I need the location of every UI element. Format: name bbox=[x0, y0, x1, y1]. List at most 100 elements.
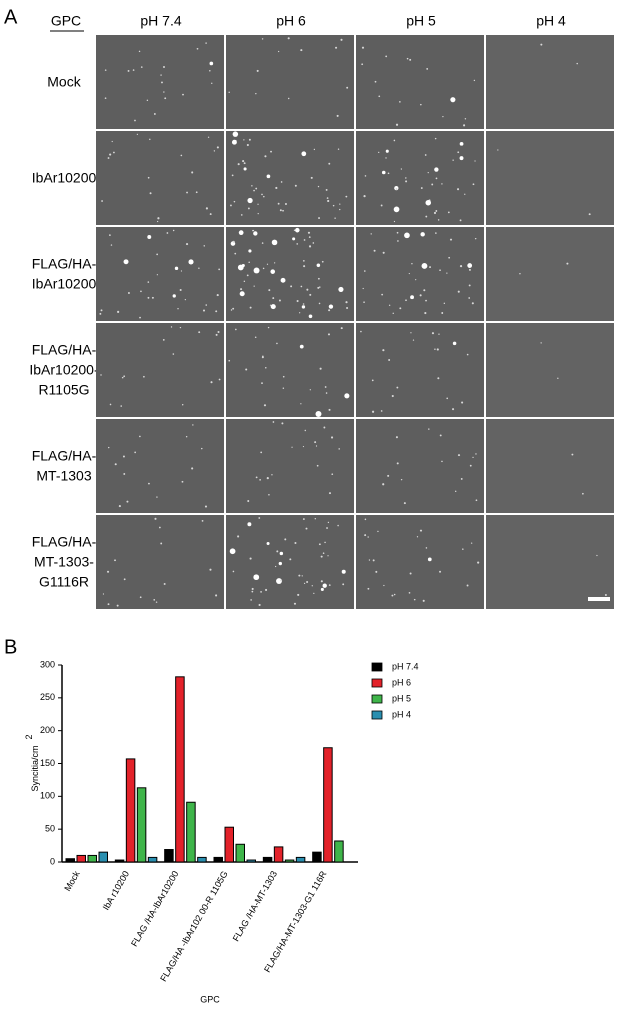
cell-speck bbox=[218, 268, 221, 271]
cell-speck bbox=[452, 159, 454, 161]
cell-speck bbox=[471, 302, 474, 305]
cell-speck bbox=[408, 591, 411, 594]
cell-speck bbox=[195, 191, 198, 194]
cell-speck bbox=[463, 124, 466, 127]
cell-speck bbox=[191, 171, 194, 174]
bar bbox=[213, 856, 223, 863]
cell-speck bbox=[425, 299, 427, 302]
row-label: FLAG/HA- bbox=[32, 534, 97, 550]
cell-speck bbox=[395, 123, 399, 126]
cell-speck bbox=[292, 237, 296, 241]
cell-speck bbox=[271, 474, 273, 476]
legend-label: pH 4 bbox=[392, 709, 411, 719]
cell-speck bbox=[229, 548, 236, 555]
cell-speck bbox=[340, 327, 343, 330]
cell-speck bbox=[464, 118, 467, 120]
cell-speck bbox=[434, 348, 436, 350]
cell-speck bbox=[596, 554, 598, 557]
cell-speck bbox=[470, 542, 473, 544]
cell-speck bbox=[309, 293, 312, 296]
micrograph bbox=[486, 35, 614, 129]
cell-speck bbox=[249, 557, 252, 560]
cell-speck bbox=[420, 187, 423, 189]
cell-speck bbox=[330, 436, 334, 439]
y-tick-label: 50 bbox=[45, 824, 55, 834]
cell-speck bbox=[280, 181, 283, 183]
cell-speck bbox=[257, 203, 259, 205]
cell-speck bbox=[392, 312, 394, 315]
cell-speck bbox=[139, 596, 142, 599]
cell-speck bbox=[117, 310, 120, 313]
cell-speck bbox=[163, 91, 165, 93]
cell-speck bbox=[446, 397, 449, 400]
cell-speck bbox=[313, 592, 315, 594]
cell-speck bbox=[139, 435, 141, 438]
cell-speck bbox=[393, 139, 396, 142]
cell-speck bbox=[138, 50, 141, 53]
cell-speck bbox=[317, 185, 320, 188]
cell-speck bbox=[123, 259, 129, 265]
cell-speck bbox=[120, 405, 123, 407]
cell-speck bbox=[253, 231, 258, 236]
cell-speck bbox=[278, 561, 283, 566]
cell-speck bbox=[287, 97, 290, 100]
cell-speck bbox=[218, 378, 221, 381]
cell-speck bbox=[303, 265, 306, 268]
cell-speck bbox=[360, 330, 362, 333]
cell-speck bbox=[272, 421, 275, 423]
cell-speck bbox=[253, 574, 260, 581]
cell-speck bbox=[272, 297, 275, 300]
cell-speck bbox=[213, 150, 216, 152]
cell-speck bbox=[284, 203, 287, 206]
y-axis-label-text: Syncitia/cm bbox=[30, 746, 40, 792]
cell-speck bbox=[307, 231, 311, 234]
cell-speck bbox=[423, 289, 426, 292]
cell-speck bbox=[147, 235, 152, 239]
cell-speck bbox=[318, 302, 321, 305]
micrograph bbox=[96, 227, 224, 321]
cell-speck bbox=[399, 101, 401, 103]
cell-speck bbox=[211, 82, 213, 84]
cell-speck bbox=[400, 168, 403, 170]
cell-speck bbox=[464, 193, 466, 195]
cell-speck bbox=[339, 208, 341, 211]
cell-speck bbox=[255, 187, 258, 190]
cell-speck bbox=[322, 552, 325, 555]
cell-speck bbox=[118, 505, 121, 508]
cell-speck bbox=[232, 307, 235, 310]
column-header: pH 7.4 bbox=[140, 13, 181, 29]
cell-speck bbox=[295, 227, 300, 233]
bar bbox=[246, 859, 256, 863]
cell-speck bbox=[240, 288, 243, 291]
row-label: Mock bbox=[47, 74, 81, 90]
cell-speck bbox=[416, 536, 419, 538]
cell-speck bbox=[424, 311, 427, 315]
cell-speck bbox=[364, 175, 367, 177]
cell-speck bbox=[466, 584, 469, 587]
cell-speck bbox=[473, 79, 476, 82]
cell-speck bbox=[269, 304, 272, 306]
cell-speck bbox=[243, 167, 247, 171]
row-label: R1105G bbox=[38, 382, 89, 398]
cell-speck bbox=[303, 239, 306, 241]
cell-speck bbox=[299, 344, 304, 349]
cell-speck bbox=[164, 97, 167, 100]
bar bbox=[125, 758, 136, 863]
cell-speck bbox=[282, 387, 285, 389]
cell-speck bbox=[279, 551, 284, 556]
cell-speck bbox=[571, 453, 574, 456]
cell-speck bbox=[340, 38, 343, 41]
cell-speck bbox=[113, 151, 115, 154]
micrograph bbox=[226, 323, 354, 417]
bar bbox=[312, 851, 322, 863]
cell-speck bbox=[251, 590, 254, 593]
row-label: MT-1303 bbox=[36, 468, 91, 484]
cell-speck bbox=[325, 188, 328, 191]
cell-speck bbox=[172, 294, 176, 298]
cell-speck bbox=[378, 95, 381, 98]
cell-speck bbox=[249, 306, 252, 309]
cell-speck bbox=[261, 38, 264, 40]
cell-speck bbox=[248, 249, 252, 253]
cell-speck bbox=[149, 192, 152, 195]
cell-speck bbox=[265, 588, 268, 592]
